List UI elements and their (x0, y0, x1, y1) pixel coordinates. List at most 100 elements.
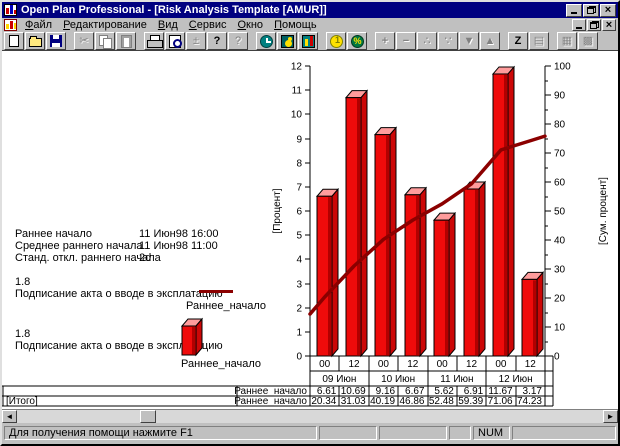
right-tick-label: 20 (554, 294, 566, 305)
left-tick-label: 1 (296, 328, 302, 339)
right-tick-label: 50 (554, 207, 566, 218)
window-cascade-icon: ▩ (582, 34, 594, 47)
stat-value: 11 Июн98 11:00 (139, 240, 218, 252)
menu-item-редактирование[interactable]: Редактирование (63, 19, 147, 31)
left-tick-label: 5 (296, 231, 302, 242)
right-tick-label: 100 (554, 62, 571, 73)
copy-button[interactable] (95, 32, 115, 50)
time-analysis-button[interactable] (256, 32, 276, 50)
bar-side (331, 187, 339, 358)
window-cascade-button[interactable]: ▩ (578, 32, 598, 50)
close-icon: × (604, 3, 612, 16)
minimize-icon (571, 12, 577, 14)
table-row1-value: 6.67 (405, 386, 425, 397)
chart-client-area: 0 1 2 3 4 5 6 7 8 9 10 11 12 0 10 20 30 40 50 60 70 80 90 100 [П… (2, 51, 618, 409)
add-button[interactable]: + (375, 32, 395, 50)
legend-line-label: Подписание акта о вводе в эксплатацию (15, 288, 223, 300)
table-row2-value: 40.19 (370, 396, 395, 407)
status-pane-1 (319, 425, 377, 440)
menu-item-сервис[interactable]: Сервис (188, 19, 227, 31)
page-adjust-button[interactable]: ± (186, 32, 206, 50)
date-label: 12 Июн (499, 374, 533, 385)
bar-shade (386, 135, 389, 355)
window-title: Open Plan Professional - [Risk Analysis … (21, 4, 327, 16)
menu-item-окно[interactable]: Окно (237, 19, 264, 31)
table-row2-value: 59.39 (458, 396, 483, 407)
table-row2-value: 74.23 (517, 396, 542, 407)
mdi-restore-button[interactable] (587, 19, 601, 31)
left-tick-label: 12 (291, 62, 303, 73)
help-icon: ? (213, 34, 221, 47)
notes-button[interactable]: ▤ (529, 32, 549, 50)
menu-item-файл[interactable]: Файл (25, 19, 53, 31)
progress-button[interactable]: ∵ (438, 32, 458, 50)
mdi-close-button[interactable]: × (602, 19, 616, 31)
app-icon (4, 4, 17, 16)
paste-button[interactable] (116, 32, 136, 50)
hour-label: 00 (319, 359, 331, 370)
print-preview-button[interactable] (165, 32, 185, 50)
bar-side (448, 211, 456, 358)
move-up-button[interactable]: ▲ (480, 32, 500, 50)
right-tick-label: 30 (554, 265, 566, 276)
save-button[interactable] (46, 32, 66, 50)
notes-icon: ▤ (533, 34, 545, 47)
bar-shade (504, 74, 507, 355)
right-tick-label: 0 (554, 352, 560, 363)
menu-item-помощь[interactable]: Помощь (274, 19, 317, 31)
help-button[interactable]: ? (207, 32, 227, 50)
move-down-button[interactable]: ▼ (459, 32, 479, 50)
document-chart-icon[interactable] (4, 19, 17, 31)
progress-icon: ∵ (444, 34, 452, 47)
left-tick-label: 7 (296, 183, 302, 194)
date-label: 09 Июн (322, 374, 356, 385)
percent-complete-button[interactable] (347, 32, 367, 50)
table-row1-value: 6.61 (317, 386, 337, 397)
print-button[interactable] (144, 32, 164, 50)
menu-item-вид[interactable]: Вид (157, 19, 178, 31)
cost-analysis-button[interactable] (326, 32, 346, 50)
right-tick-label: 60 (554, 178, 566, 189)
remove-button[interactable]: − (396, 32, 416, 50)
link-button[interactable]: ∴ (417, 32, 437, 50)
scroll-left-button[interactable]: ◄ (2, 410, 17, 423)
scrollbar-thumb[interactable] (140, 410, 156, 423)
resource-analysis-button[interactable] (277, 32, 297, 50)
table-row1-value: 6.91 (464, 386, 484, 397)
status-pane-2 (379, 425, 447, 440)
bar-shade (357, 98, 360, 356)
minimize-button[interactable] (566, 3, 582, 17)
mdi-minimize-icon (576, 27, 582, 29)
table-row2-value: 31.03 (341, 396, 366, 407)
horizontal-scrollbar[interactable]: ◄ ► (2, 409, 618, 423)
scroll-right-button[interactable]: ► (603, 410, 618, 423)
stat-row: Среднее раннего начала11 Июн98 11:00 (15, 240, 218, 252)
new-button[interactable] (4, 32, 24, 50)
cumulative-line (308, 134, 547, 316)
close-button[interactable]: × (600, 3, 616, 17)
stat-row: Раннее начало 11 Июн98 16:00 (15, 228, 219, 240)
bar-side (389, 126, 397, 358)
left-tick-label: 9 (296, 135, 302, 146)
cost-analysis-icon (329, 34, 343, 48)
new-icon (9, 35, 19, 47)
open-icon (28, 35, 42, 47)
risk-analysis-button[interactable] (298, 32, 318, 50)
mdi-minimize-button[interactable] (572, 19, 586, 31)
line-swatch (199, 290, 233, 293)
restore-button[interactable] (583, 3, 599, 17)
open-button[interactable] (25, 32, 45, 50)
window-tile-button[interactable]: ▦ (557, 32, 577, 50)
context-help-button[interactable]: ? (228, 32, 248, 50)
mdi-restore-icon (589, 21, 599, 29)
menu-bar: Файл Редактирование Вид Сервис Окно Помощь × (2, 18, 618, 32)
zoom-button[interactable]: Z (508, 32, 528, 50)
cut-button[interactable]: ✂ (74, 32, 94, 50)
paste-icon (120, 34, 132, 48)
right-axis-title: [Сум. процент] (598, 177, 609, 245)
hour-label: 00 (495, 359, 507, 370)
left-tick-label: 3 (296, 280, 302, 291)
stat-label: Среднее раннего начала (15, 240, 143, 252)
page-adjust-icon: ± (192, 34, 200, 47)
scroll-left-icon: ◄ (5, 411, 14, 421)
